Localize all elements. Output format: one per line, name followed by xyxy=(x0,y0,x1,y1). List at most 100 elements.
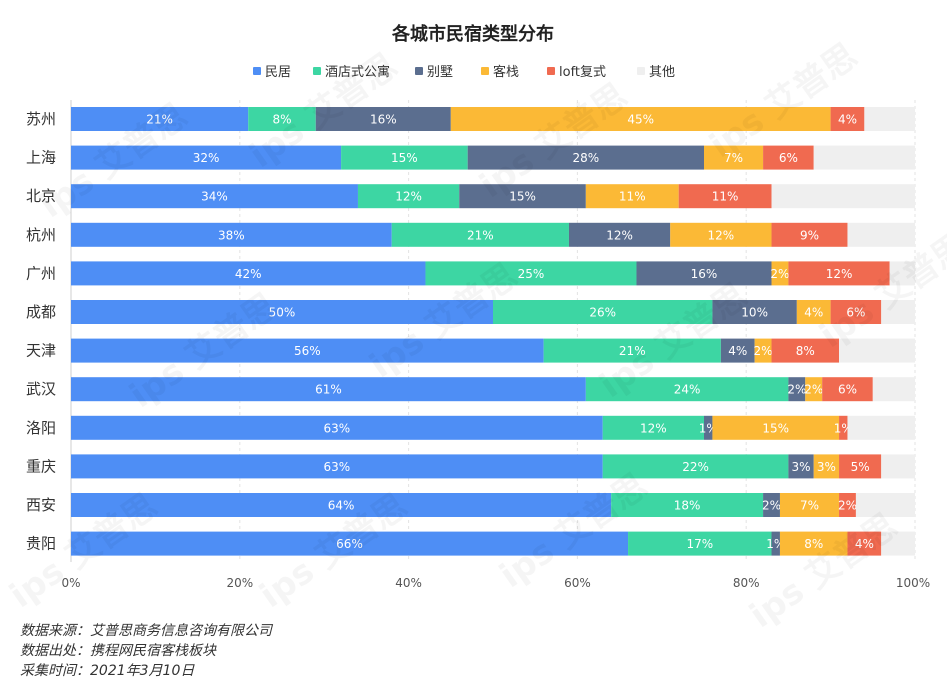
bar-segment xyxy=(881,454,915,479)
bar-segment xyxy=(602,415,704,440)
bar-segment xyxy=(813,145,915,170)
data-label: 2% xyxy=(804,383,823,397)
bar-segment xyxy=(712,300,797,324)
data-label: 2% xyxy=(762,499,781,513)
bar-segment xyxy=(712,415,840,440)
x-tick-label: 100% xyxy=(896,576,930,590)
data-label: 6% xyxy=(838,383,857,397)
bar-segment xyxy=(248,107,316,131)
data-label: 16% xyxy=(691,267,718,281)
bar-segment xyxy=(628,531,772,556)
legend-swatch xyxy=(481,67,489,75)
footnote-time: 采集时间：2021年3月10日 xyxy=(20,663,195,679)
bar-segment xyxy=(805,377,823,402)
x-tick-label: 80% xyxy=(733,576,760,590)
data-label: 63% xyxy=(324,421,351,435)
data-label: 5% xyxy=(851,460,870,474)
bar-segment xyxy=(847,531,882,556)
bar-segment xyxy=(315,107,451,131)
bar-segment xyxy=(796,300,831,324)
bar-segment xyxy=(839,493,856,517)
bar-segment xyxy=(459,184,586,209)
y-category-label: 成都 xyxy=(26,303,56,321)
bar-segment xyxy=(822,377,873,402)
bar-segment xyxy=(71,493,612,517)
x-tick-label: 20% xyxy=(226,576,253,590)
bar-segment xyxy=(813,454,840,479)
data-label: 8% xyxy=(796,344,815,358)
bar-segment xyxy=(71,261,426,286)
data-label: 12% xyxy=(708,228,735,242)
y-category-label: 天津 xyxy=(26,342,56,360)
data-label: 7% xyxy=(724,151,743,165)
data-label: 38% xyxy=(218,228,245,242)
bar-segment xyxy=(872,377,915,402)
data-label: 8% xyxy=(804,537,823,551)
data-label: 4% xyxy=(728,344,747,358)
y-category-label: 贵阳 xyxy=(26,535,56,553)
data-label: 21% xyxy=(619,344,646,358)
legend-label: 别墅 xyxy=(427,65,453,80)
data-label: 4% xyxy=(838,113,857,127)
bar-segment xyxy=(763,145,814,170)
bar-segment xyxy=(889,261,915,286)
bar-segment xyxy=(704,415,713,440)
data-label: 4% xyxy=(804,306,823,320)
bar-segment xyxy=(704,145,764,170)
grid xyxy=(70,100,916,562)
legend-label: loft复式 xyxy=(559,65,606,80)
data-label: 18% xyxy=(674,499,701,513)
bar-segment xyxy=(847,222,915,247)
bar-segment xyxy=(602,454,789,479)
data-label: 12% xyxy=(606,228,633,242)
y-category-label: 北京 xyxy=(26,187,56,205)
data-label: 63% xyxy=(324,460,351,474)
data-label: 21% xyxy=(467,228,494,242)
bar-segment xyxy=(864,107,915,131)
data-label: 3% xyxy=(792,460,811,474)
data-label: 21% xyxy=(146,113,173,127)
bar-segment xyxy=(391,222,569,247)
bar-segment xyxy=(71,222,392,247)
bar-segment xyxy=(771,184,915,209)
bar-segment xyxy=(568,222,671,247)
bar-segment xyxy=(543,338,721,363)
legend-label: 民居 xyxy=(265,65,291,80)
legend-swatch xyxy=(547,67,555,75)
legend-swatch xyxy=(253,67,261,75)
y-category-label: 重庆 xyxy=(26,457,56,475)
bar-segment xyxy=(830,107,865,131)
x-tick-label: 40% xyxy=(395,576,422,590)
bar-segment xyxy=(881,531,915,556)
bar-segment xyxy=(771,222,848,247)
x-tick-label: 0% xyxy=(61,576,80,590)
y-category-label: 洛阳 xyxy=(26,419,56,437)
data-label: 24% xyxy=(674,383,701,397)
y-category-label: 广州 xyxy=(26,264,56,282)
y-category-label: 武汉 xyxy=(26,380,56,398)
bar-segment xyxy=(720,338,755,363)
data-label: 17% xyxy=(686,537,713,551)
legend-swatch xyxy=(637,67,645,75)
legend-swatch xyxy=(313,67,321,75)
y-category-label: 杭州 xyxy=(26,226,56,244)
bar-segment xyxy=(763,493,780,517)
data-label: 45% xyxy=(627,113,654,127)
bar-segment xyxy=(71,454,603,479)
data-label: 61% xyxy=(315,383,342,397)
legend-swatch xyxy=(415,67,423,75)
y-category-label: 苏州 xyxy=(26,110,56,128)
bar-segment xyxy=(467,145,704,170)
bar-segment xyxy=(779,531,848,556)
bar-segment xyxy=(71,107,249,131)
bar-segment xyxy=(71,531,629,556)
bar-segment xyxy=(611,493,764,517)
x-tick-label: 60% xyxy=(564,576,591,590)
data-label: 32% xyxy=(193,151,220,165)
legend: 民居 酒店式公寓 别墅 客栈 loft复式 其他 xyxy=(253,64,675,80)
bar-segment xyxy=(839,338,915,363)
bar-segment xyxy=(71,184,358,209)
data-label: 26% xyxy=(589,306,616,320)
bar-segment xyxy=(779,493,840,517)
